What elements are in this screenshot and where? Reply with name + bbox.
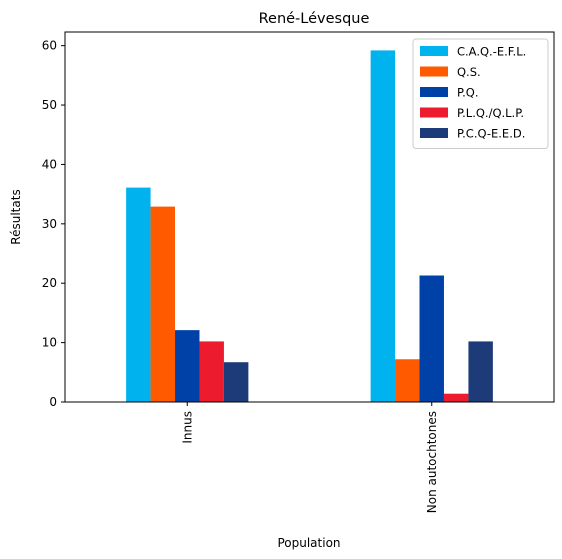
bar-innus-4 [223,362,249,402]
y-tick-label: 0 [49,395,57,409]
y-tick-label: 20 [42,276,57,290]
legend-label: C.A.Q.-E.F.L. [457,45,526,59]
legend: C.A.Q.-E.F.L. Q.S. P.Q. P.L.Q./Q.L.P. P.C.Q-… [412,38,549,149]
legend-swatch [420,107,448,118]
legend-box [412,38,549,149]
plot-frame [64,31,555,403]
y-tick-label: 30 [42,217,57,231]
x-axis: Innus Non autochtones [180,402,439,513]
x-axis-title: Population [277,536,340,550]
x-tick-label: Non autochtones [425,411,439,513]
legend-swatch [420,46,448,56]
bars-group [126,50,493,402]
y-tick-label: 60 [42,39,57,53]
y-tick-label: 10 [42,336,57,350]
y-axis-title: Résultats [9,189,23,244]
legend-swatch [420,128,448,138]
y-tick-label: 40 [42,157,57,171]
legend-swatch [420,87,448,97]
bar-innus-2 [175,330,200,402]
bar-innus-3 [199,341,224,402]
bar-innus-1 [150,206,176,402]
x-tick-label: Innus [180,411,194,444]
bar-innus-0 [126,187,151,402]
y-axis: 0 10 20 30 40 50 60 [42,39,65,409]
legend-label: P.C.Q-E.E.D. [457,127,525,141]
bar-non-autochtones-1 [395,359,420,402]
bar-non-autochtones-2 [419,275,444,402]
legend-swatch [420,66,448,77]
chart-title: René-Lévesque [259,11,370,27]
legend-label: P.Q. [457,86,479,100]
bar-non-autochtones-3 [443,393,469,402]
bar-non-autochtones-4 [468,341,493,402]
legend-label: Q.S. [457,65,481,79]
legend-label: P.L.Q./Q.L.P. [457,106,524,120]
bar-non-autochtones-0 [370,50,396,402]
y-tick-label: 50 [42,98,57,112]
